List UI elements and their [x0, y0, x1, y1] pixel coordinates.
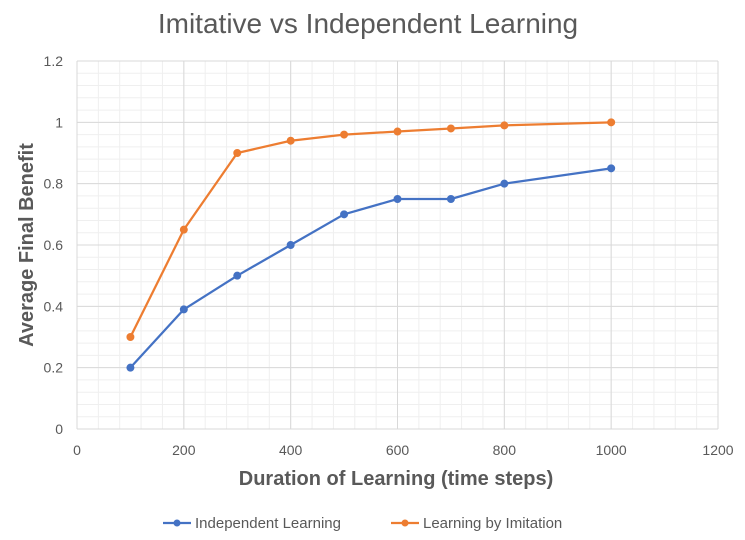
data-point [179, 305, 188, 314]
data-point [286, 241, 295, 249]
x-axis-title: Duration of Learning (time steps) [239, 468, 553, 490]
data-point [340, 210, 349, 219]
data-point [446, 124, 455, 133]
x-tick-label: 200 [172, 442, 196, 458]
y-tick-label: 0.2 [44, 360, 64, 376]
y-axis-title: Average Final Benefit [16, 143, 38, 347]
data-point [607, 118, 616, 127]
series-1 [126, 164, 616, 372]
x-tick-label: 600 [386, 442, 410, 458]
series-line [129, 121, 612, 338]
grid [76, 60, 719, 430]
data-point [500, 179, 509, 188]
y-tick-label: 0 [55, 421, 63, 437]
data-point [126, 363, 135, 372]
legend-item: Learning by Imitation [391, 515, 562, 532]
tick-labels: 0 200 400 600 800 1000 1200 0 0.2 0.4 0.6 0.8 1 1.2 [44, 53, 734, 458]
x-tick-label: 1000 [596, 442, 627, 458]
data-point [446, 195, 455, 203]
series-2 [126, 118, 616, 341]
data-point [179, 225, 188, 234]
data-point [607, 164, 616, 173]
data-point [286, 136, 295, 145]
series-layer [126, 118, 616, 372]
chart-title: Imitative vs Independent Learning [158, 8, 578, 39]
legend-marker [173, 519, 181, 527]
y-tick-label: 0.4 [44, 298, 64, 314]
x-tick-label: 1200 [702, 442, 733, 458]
x-tick-label: 800 [493, 442, 517, 458]
legend-label: Learning by Imitation [423, 515, 562, 532]
data-point [233, 149, 242, 157]
y-tick-label: 1.2 [44, 53, 64, 69]
x-tick-label: 400 [279, 442, 303, 458]
series-line [129, 167, 612, 369]
legend-marker [401, 519, 409, 527]
y-tick-label: 0.6 [44, 237, 64, 253]
y-tick-label: 0.8 [44, 176, 64, 192]
y-tick-label: 1 [55, 114, 63, 130]
data-point [233, 271, 242, 280]
data-point [126, 333, 135, 341]
legend: Independent Learning Learning by Imitatio… [163, 515, 562, 532]
data-point [340, 130, 349, 139]
data-point [393, 127, 402, 136]
x-tick-label: 0 [73, 442, 81, 458]
legend-label: Independent Learning [195, 515, 341, 532]
data-point [393, 195, 402, 203]
legend-item: Independent Learning [163, 515, 341, 532]
data-point [500, 121, 509, 130]
